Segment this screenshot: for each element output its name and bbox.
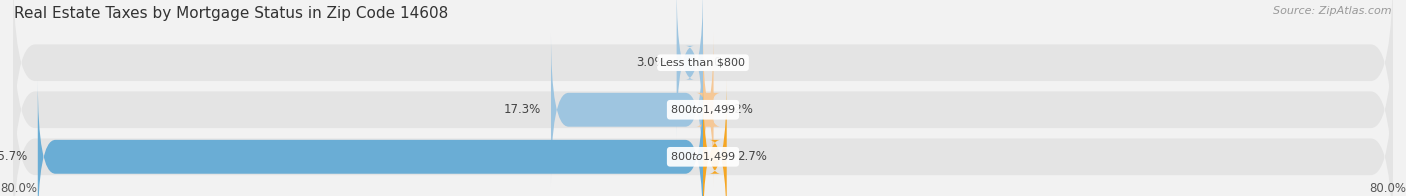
Text: $800 to $1,499: $800 to $1,499 bbox=[671, 103, 735, 116]
Text: 2.7%: 2.7% bbox=[737, 150, 768, 163]
FancyBboxPatch shape bbox=[696, 33, 721, 187]
Text: 0.0%: 0.0% bbox=[713, 56, 744, 69]
Text: Real Estate Taxes by Mortgage Status in Zip Code 14608: Real Estate Taxes by Mortgage Status in … bbox=[14, 6, 449, 21]
FancyBboxPatch shape bbox=[13, 58, 1393, 196]
Text: 17.3%: 17.3% bbox=[503, 103, 540, 116]
Text: 80.0%: 80.0% bbox=[1369, 182, 1406, 195]
FancyBboxPatch shape bbox=[13, 0, 1393, 162]
Text: 3.0%: 3.0% bbox=[637, 56, 666, 69]
Text: $800 to $1,499: $800 to $1,499 bbox=[671, 150, 735, 163]
Text: 75.7%: 75.7% bbox=[0, 150, 27, 163]
Text: 1.2%: 1.2% bbox=[724, 103, 754, 116]
FancyBboxPatch shape bbox=[13, 11, 1393, 196]
Text: 80.0%: 80.0% bbox=[0, 182, 37, 195]
FancyBboxPatch shape bbox=[551, 33, 703, 187]
FancyBboxPatch shape bbox=[676, 0, 703, 140]
FancyBboxPatch shape bbox=[38, 80, 703, 196]
FancyBboxPatch shape bbox=[703, 80, 727, 196]
Text: Source: ZipAtlas.com: Source: ZipAtlas.com bbox=[1274, 6, 1392, 16]
Text: Less than $800: Less than $800 bbox=[661, 58, 745, 68]
